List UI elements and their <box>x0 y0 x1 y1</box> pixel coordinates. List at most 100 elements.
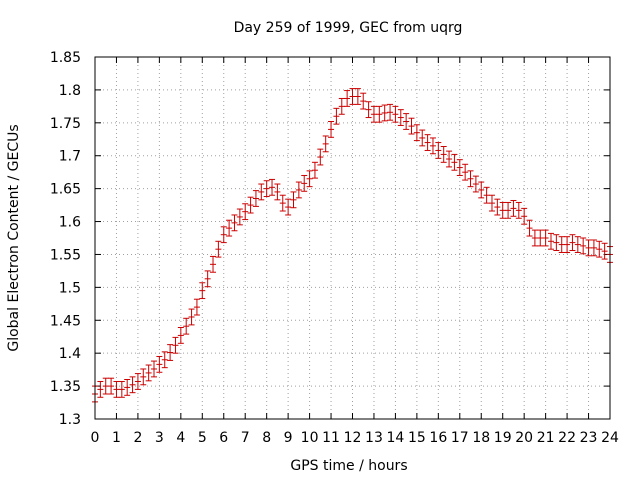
y-tick-label: 1.6 <box>59 215 81 231</box>
data-point <box>102 377 109 395</box>
x-tick-label: 20 <box>515 430 533 446</box>
data-point <box>220 226 227 244</box>
data-point <box>172 336 179 354</box>
data-point <box>252 190 259 207</box>
data-point <box>247 196 254 214</box>
x-tick-label: 15 <box>408 430 426 446</box>
data-point <box>376 105 383 123</box>
data-point <box>311 161 318 179</box>
data-point <box>199 282 206 300</box>
data-point <box>419 129 426 147</box>
data-point <box>499 201 506 219</box>
data-point <box>118 380 125 398</box>
data-point <box>392 105 399 123</box>
x-tick-label: 22 <box>558 430 576 446</box>
x-tick-label: 2 <box>133 430 142 446</box>
data-point <box>145 364 152 382</box>
data-point <box>306 170 313 188</box>
data-point <box>322 135 329 153</box>
x-tick-label: 16 <box>429 430 447 446</box>
data-point <box>510 199 517 217</box>
data-point <box>360 92 367 110</box>
y-tick-label: 1.35 <box>50 379 81 395</box>
data-point <box>451 153 458 171</box>
data-point <box>564 236 571 253</box>
data-point <box>290 191 297 209</box>
y-tick-label: 1.45 <box>50 313 81 329</box>
data-point <box>590 239 597 257</box>
data-point <box>140 368 147 386</box>
data-point <box>553 234 560 252</box>
data-point <box>580 237 587 255</box>
data-point <box>113 380 120 398</box>
data-point <box>328 121 335 138</box>
data-point <box>151 360 158 378</box>
plot-frame <box>94 56 611 420</box>
data-point <box>365 101 372 119</box>
y-tick-label: 1.3 <box>59 412 81 428</box>
data-point <box>269 178 276 196</box>
data-point <box>344 90 351 107</box>
data-point <box>558 236 565 253</box>
data-point <box>387 103 394 121</box>
x-tick-label: 5 <box>198 430 207 446</box>
x-axis-title: GPS time / hours <box>290 458 407 474</box>
data-point <box>381 104 388 122</box>
data-point <box>408 117 415 135</box>
data-point <box>596 240 603 258</box>
data-point <box>97 380 104 398</box>
data-point <box>601 242 608 260</box>
data-point <box>301 174 308 192</box>
data-point <box>317 148 324 166</box>
data-point <box>258 183 265 201</box>
x-tick-label: 7 <box>241 430 250 446</box>
data-point <box>370 105 377 123</box>
data-point <box>494 198 501 216</box>
data-point <box>129 376 136 394</box>
data-point <box>236 208 243 226</box>
data-point <box>295 181 302 199</box>
data-point <box>515 201 522 219</box>
data-point <box>156 355 163 373</box>
data-point <box>134 373 141 390</box>
data-point <box>440 146 447 163</box>
x-tick-label: 3 <box>155 430 164 446</box>
x-tick-label: 13 <box>365 430 383 446</box>
x-tick-label: 1 <box>112 430 121 446</box>
tick-labels: 0 1 2 3 4 5 6 7 8 9 10 11 12 13 14 15 16 17 18 19 20 21 22 23 24… <box>50 50 619 446</box>
x-tick-label: 6 <box>219 430 228 446</box>
data-point <box>161 351 168 369</box>
data-point <box>547 232 554 250</box>
x-tick-label: 8 <box>262 430 271 446</box>
data-point <box>446 150 453 168</box>
data-point <box>537 229 544 247</box>
data-point <box>472 175 479 193</box>
data-point <box>403 113 410 130</box>
y-tick-label: 1.7 <box>59 149 81 165</box>
data-point <box>505 201 512 219</box>
data-point <box>424 134 431 151</box>
data-point <box>285 198 292 216</box>
data-point <box>526 219 533 237</box>
data-point <box>226 219 233 237</box>
x-tick-label: 4 <box>176 430 185 446</box>
data-point <box>263 180 270 198</box>
data-point <box>585 239 592 257</box>
data-series <box>92 88 613 403</box>
data-point <box>193 298 200 316</box>
data-point <box>188 308 195 326</box>
data-point <box>167 344 174 361</box>
x-tick-label: 19 <box>494 430 512 446</box>
data-point <box>333 107 340 125</box>
y-tick-label: 1.65 <box>50 182 81 198</box>
x-tick-label: 14 <box>387 430 405 446</box>
data-point <box>531 229 538 247</box>
y-tick-label: 1.5 <box>59 280 81 296</box>
y-tick-label: 1.55 <box>50 247 81 263</box>
data-point <box>274 183 281 201</box>
data-point <box>413 124 420 142</box>
x-tick-label: 17 <box>451 430 469 446</box>
data-point <box>204 270 211 288</box>
data-point <box>215 240 222 258</box>
